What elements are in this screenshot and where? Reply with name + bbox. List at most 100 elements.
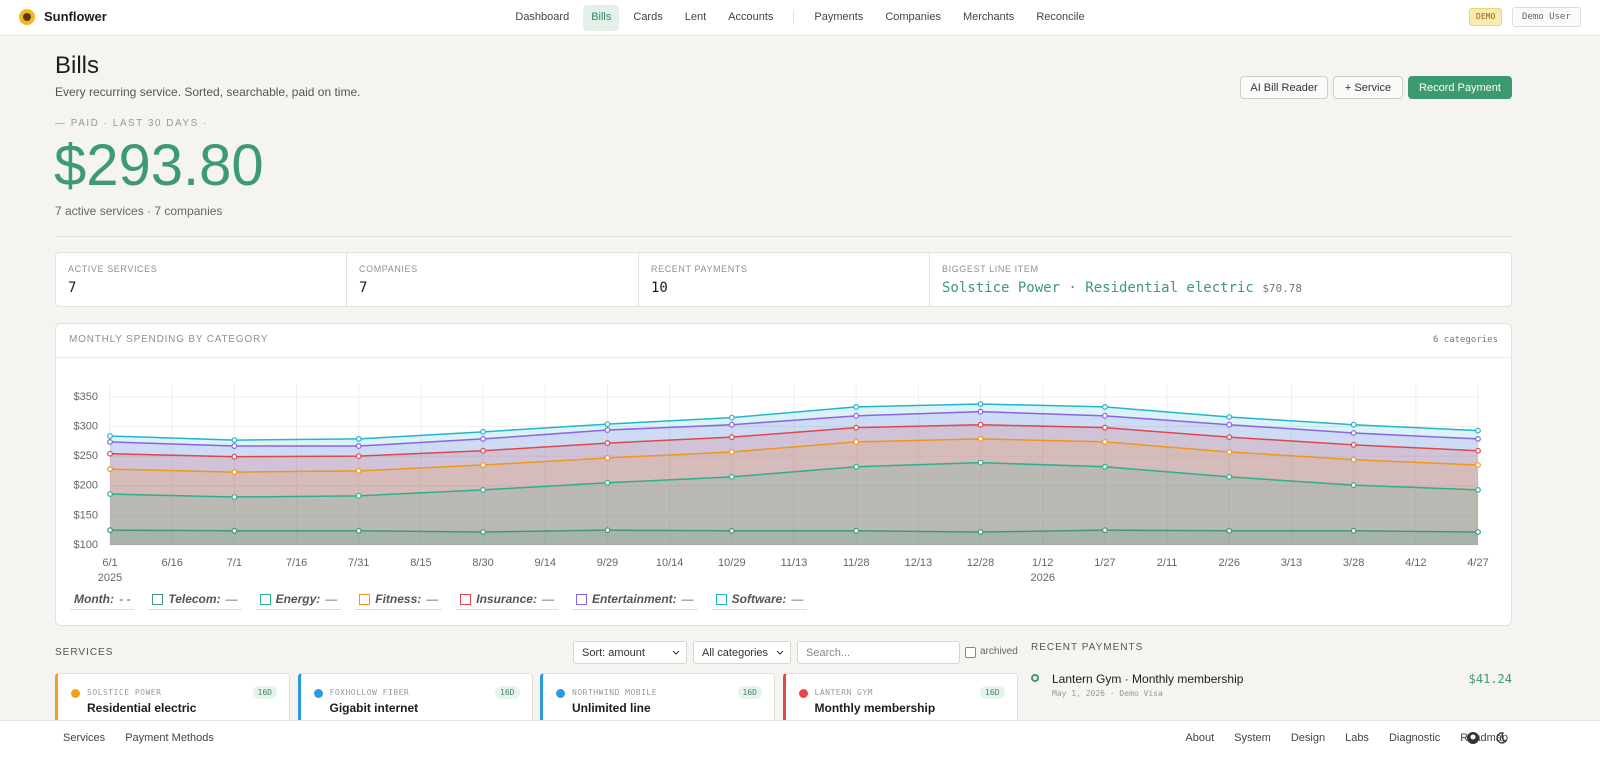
legend-item: Insurance: — <box>456 592 558 610</box>
y-tick-label: $250 <box>74 450 98 462</box>
card-badge: 16D <box>980 686 1005 699</box>
x-tick-label: 10/14 <box>656 557 684 569</box>
nav-link[interactable]: Reconcile <box>1036 11 1085 23</box>
footer-link[interactable]: System <box>1234 732 1271 744</box>
point <box>728 527 735 534</box>
legend-item: Software: — <box>711 592 808 610</box>
point <box>604 479 611 486</box>
line-item-amount: $70.78 <box>1262 282 1303 295</box>
legend-swatch <box>575 593 587 605</box>
stat: COMPANIES 7 <box>347 253 639 306</box>
brand[interactable]: Sunflower <box>44 9 107 24</box>
card-name: Gigabit internet <box>329 701 419 715</box>
x-year-label: 2026 <box>1030 572 1054 584</box>
primary-button[interactable]: Record Payment <box>1408 76 1512 99</box>
point <box>853 463 860 470</box>
button[interactable]: + Service <box>1333 76 1403 99</box>
footer: Services Payment Methods About System De… <box>0 720 1600 767</box>
chart-badge: 6 categories <box>1432 335 1498 345</box>
point <box>1226 473 1233 480</box>
footer-link[interactable]: About <box>1185 732 1215 744</box>
footer-link[interactable]: Labs <box>1345 732 1369 744</box>
chart-card <box>55 323 1512 626</box>
point <box>1350 421 1357 428</box>
nav-link[interactable]: Merchants <box>962 11 1015 23</box>
section-title: RECENT PAYMENTS <box>1031 642 1144 653</box>
x-tick-label: 9/29 <box>597 557 618 569</box>
x-tick-label: 6/1 <box>102 557 117 569</box>
legend-name: Energy <box>275 592 317 606</box>
button[interactable]: AI Bill Reader <box>1240 76 1328 99</box>
x-tick-label: 2/11 <box>1157 557 1178 569</box>
x-tick-label: 11/28 <box>843 557 870 569</box>
nav-link[interactable]: Cards <box>633 11 663 23</box>
footer-link[interactable]: Diagnostic <box>1388 732 1441 744</box>
footer-left: Services Payment Methods <box>63 732 214 744</box>
footer-link[interactable]: Payment Methods <box>125 732 214 744</box>
footer-link[interactable]: Services <box>63 732 106 744</box>
legend-name: Insurance <box>476 592 533 606</box>
stat-label: COMPANIES <box>359 264 418 274</box>
point <box>355 453 362 460</box>
point <box>231 453 238 460</box>
section-title: SERVICES <box>55 647 114 658</box>
legend-swatch <box>152 593 164 605</box>
point <box>728 414 735 421</box>
point <box>1350 441 1357 448</box>
point <box>231 527 238 534</box>
point <box>853 438 860 445</box>
legend-label: Telecom: <box>168 592 220 606</box>
stat-label: ACTIVE SERVICES <box>68 264 158 274</box>
legend-item: Fitness: — <box>355 592 443 610</box>
point <box>107 438 113 445</box>
nav-link[interactable]: Payments <box>814 11 864 23</box>
legend-swatch <box>259 593 271 605</box>
area <box>110 403 1478 545</box>
point <box>355 527 362 534</box>
point <box>1226 434 1233 441</box>
category-select[interactable]: All categories <box>693 641 791 664</box>
nav-link[interactable]: Lent <box>684 11 707 23</box>
nav-link[interactable]: Dashboard <box>515 11 570 23</box>
logo <box>19 9 35 25</box>
legend-swatch <box>359 593 371 605</box>
line <box>109 438 1479 473</box>
github-icon[interactable] <box>1466 731 1480 745</box>
page-title: Bills <box>55 52 100 79</box>
search-input[interactable]: Search... <box>797 641 960 664</box>
point <box>1475 427 1481 434</box>
legend-name: Software <box>731 592 783 606</box>
chart-title: MONTHLY SPENDING BY CATEGORY <box>69 334 269 345</box>
payment-amount: $41.24 <box>1468 672 1512 686</box>
checkbox[interactable] <box>965 647 976 658</box>
card-dot <box>71 689 80 698</box>
stat: ACTIVE SERVICES 7 <box>56 253 347 306</box>
legend-value: - - <box>118 592 131 606</box>
point <box>1475 529 1481 535</box>
footer-link[interactable]: Design <box>1290 732 1326 744</box>
sort-select[interactable]: Sort: amount <box>573 641 687 664</box>
card-company: LANTERN GYM <box>814 688 873 697</box>
nav-link[interactable]: Companies <box>885 11 941 23</box>
card-name: Residential electric <box>87 701 197 715</box>
point <box>604 421 611 428</box>
nav-link-active[interactable]: Bills <box>583 5 620 31</box>
legend-item: Entertainment: — <box>571 592 698 610</box>
theme-icon[interactable] <box>1494 731 1508 745</box>
point <box>355 468 362 474</box>
y-tick-label: $350 <box>74 391 98 403</box>
y-tick-label: $300 <box>74 420 98 432</box>
x-tick-label: 3/28 <box>1343 557 1364 569</box>
legend-value: — <box>426 592 439 606</box>
point <box>480 447 486 454</box>
area <box>110 462 1478 545</box>
x-tick-label: 12/28 <box>967 557 995 569</box>
card-company: SOLSTICE POWER <box>87 688 162 697</box>
x-tick-label: 9/14 <box>535 557 556 569</box>
point <box>107 466 113 473</box>
nav-link[interactable]: Accounts <box>728 11 774 23</box>
payment-name[interactable]: Lantern Gym · Monthly membership <box>1052 672 1244 686</box>
select-text: Sort: amount <box>582 647 645 659</box>
user-button[interactable]: Demo User <box>1512 7 1581 27</box>
legend-label: Entertainment: <box>592 592 677 606</box>
